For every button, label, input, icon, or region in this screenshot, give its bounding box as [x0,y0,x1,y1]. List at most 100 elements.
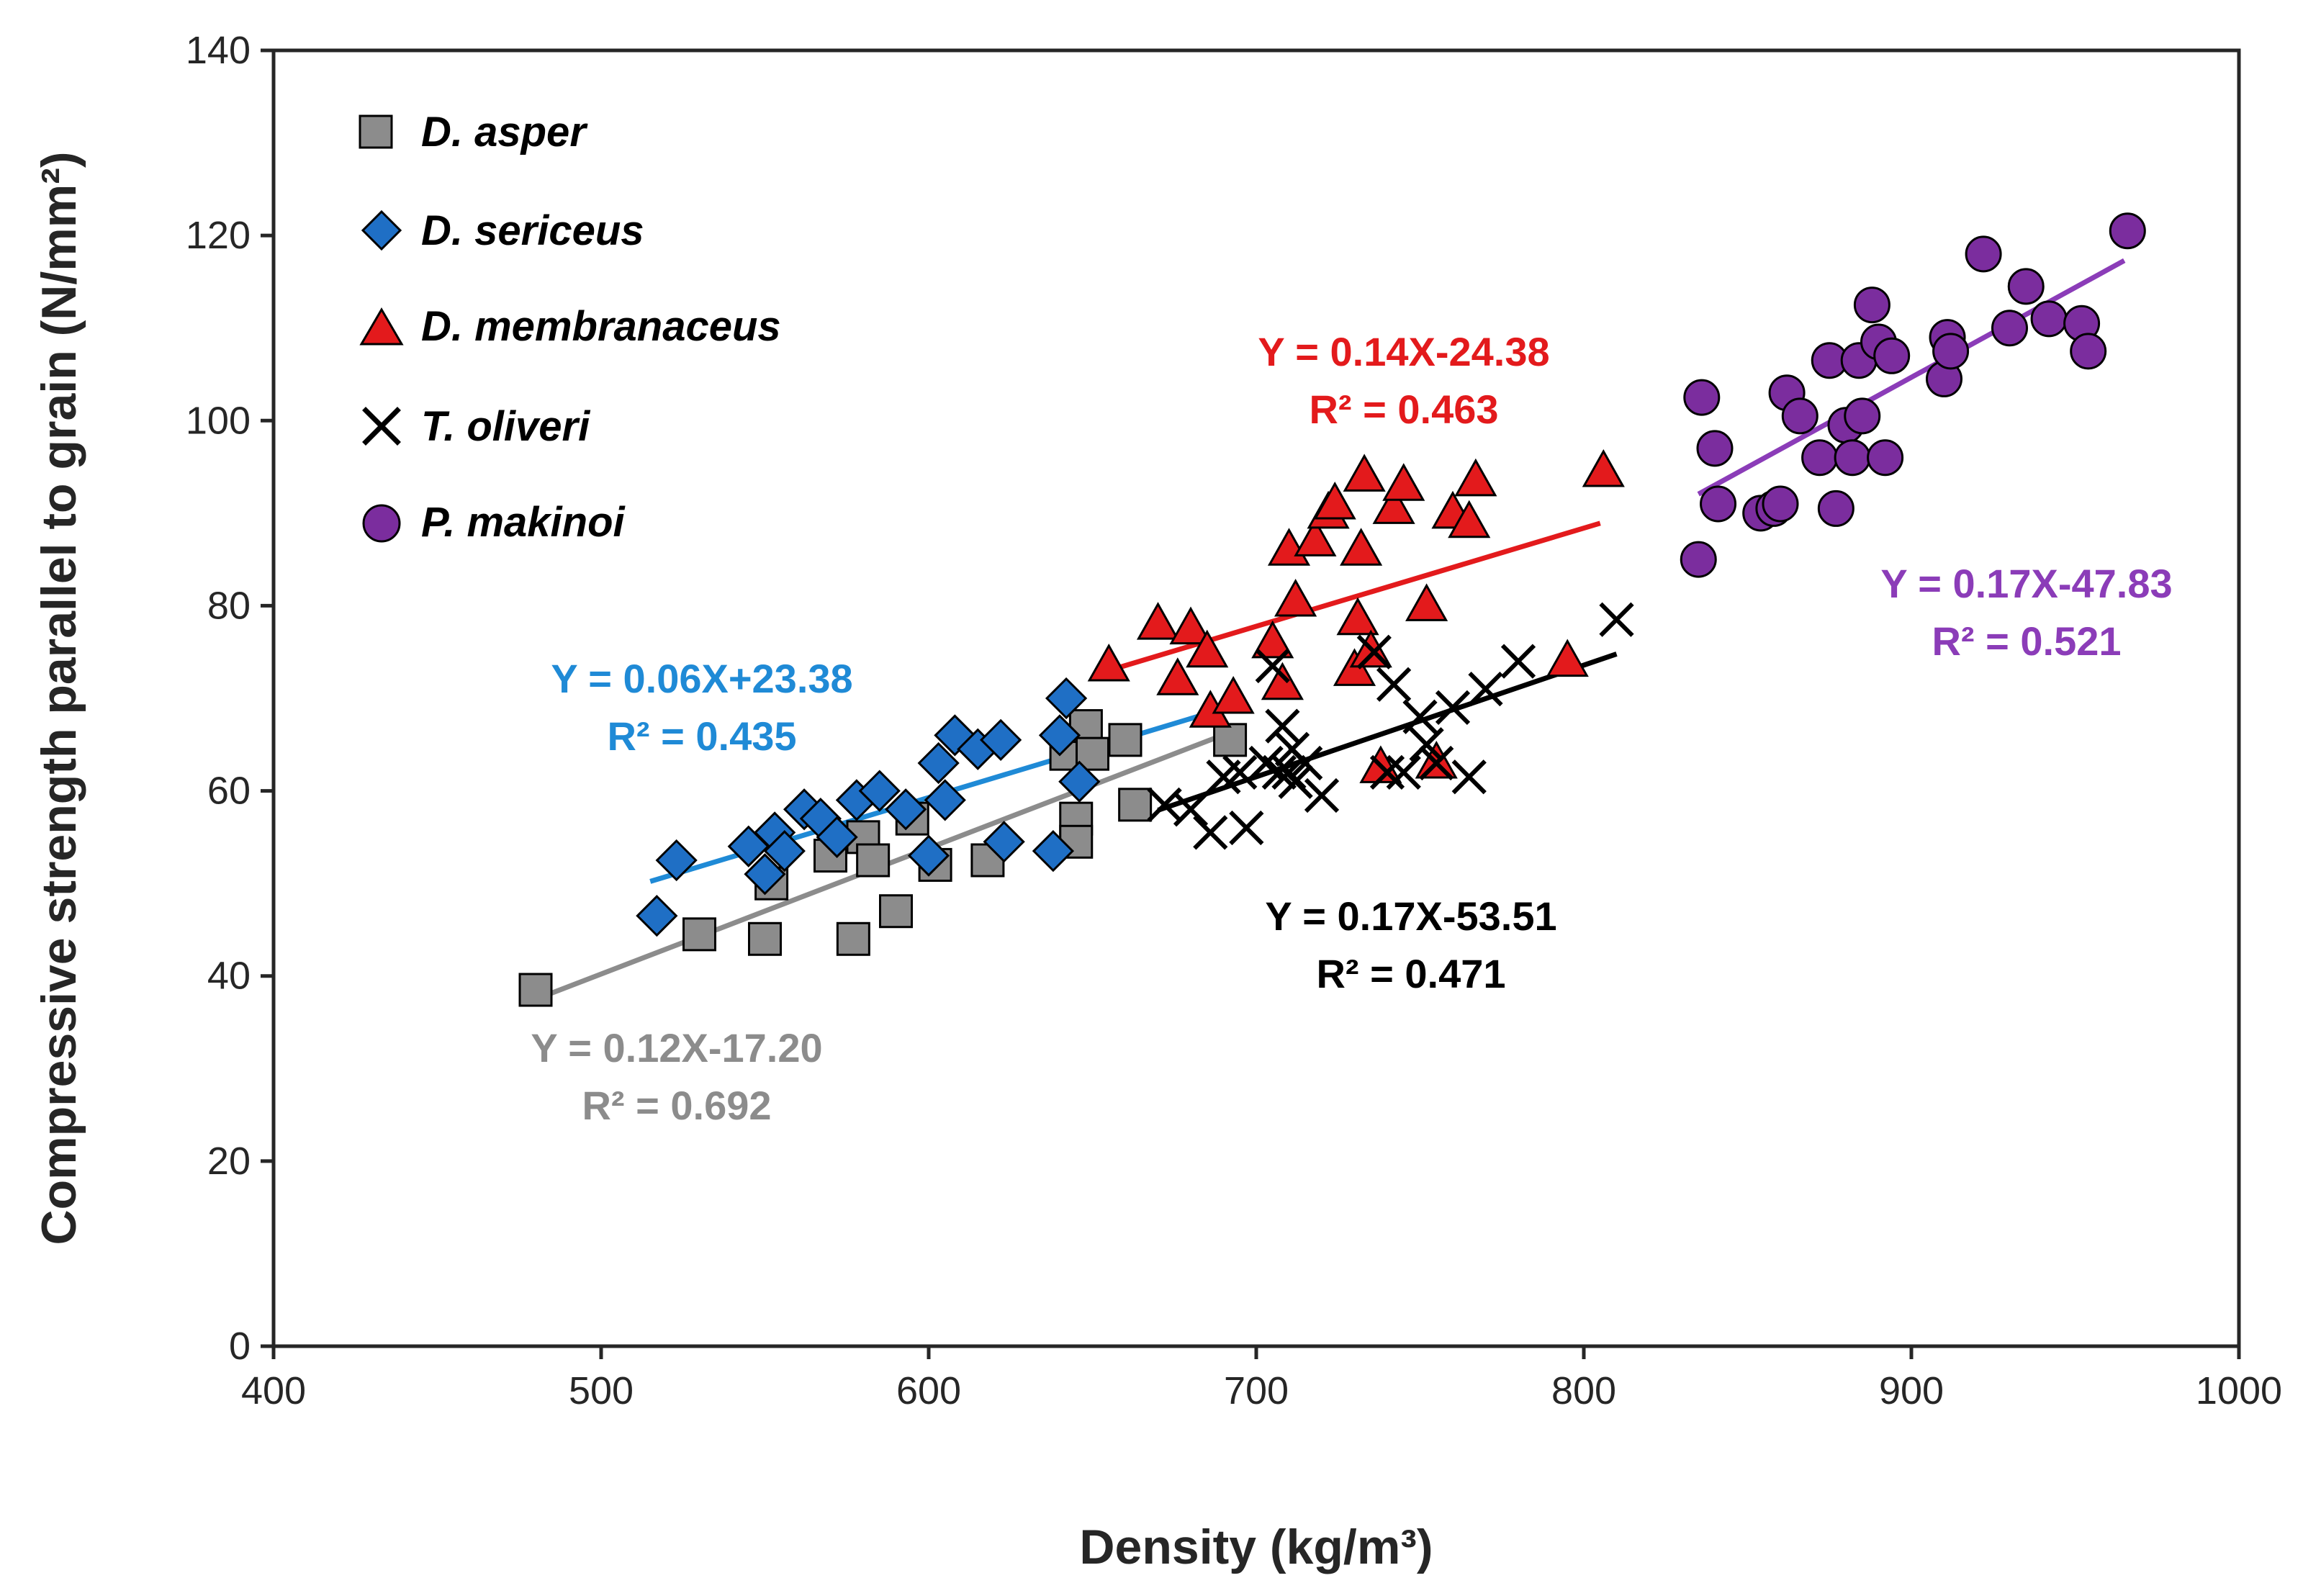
data-point [917,741,960,785]
data-point [1696,430,1734,467]
plot-area [271,48,2241,1348]
data-point [1169,606,1212,645]
data-point [1867,439,1904,477]
equation-d-sericeus: Y = 0.06X+23.38 R² = 0.435 [551,656,852,759]
data-point [1369,754,1405,790]
x-tick-label: 600 [896,1369,961,1412]
data-point [1680,541,1717,578]
data-point [1038,714,1081,757]
data-point [979,718,1022,761]
data-points [518,212,2146,1007]
data-point [744,853,786,896]
data-point [1032,830,1075,873]
legend-label: D. sericeus [421,207,644,254]
data-point [763,830,806,873]
data-point [1087,643,1130,682]
data-point [1251,620,1294,659]
series-p-makinoi [1680,212,2146,578]
data-point [1333,648,1376,686]
data-point [879,894,913,929]
data-point [1402,699,1438,734]
data-point [1382,463,1425,501]
data-point [1336,597,1379,636]
legend-item-d-asper: D. asper [359,109,588,155]
data-point [1156,657,1199,695]
y-tick-label: 100 [186,399,251,442]
data-point [1965,235,2002,273]
legend-item-t-oliveri: T. oliveri [362,403,591,450]
data-point [1265,708,1300,744]
data-point [1274,578,1317,617]
legend-label: T. oliveri [421,403,591,450]
r2-text: R² = 0.463 [1309,387,1498,432]
x-tick-label: 500 [569,1369,634,1412]
data-point [1762,485,1799,523]
trend-line [1697,258,2126,497]
y-tick-label: 140 [186,29,251,72]
equation-text: Y = 0.14X-24.38 [1258,329,1549,374]
x-tick-label: 400 [241,1369,306,1412]
data-point [858,770,901,812]
data-point [2109,212,2146,250]
series-t-oliveri [1147,602,1634,850]
data-point [1991,310,2028,347]
r2-text: R² = 0.692 [582,1083,771,1128]
data-point [1932,333,1970,370]
data-point [907,834,950,877]
equation-t-oliveri: Y = 0.17X-53.51 R² = 0.471 [1265,893,1556,996]
data-point [1222,754,1258,790]
equation-d-asper: Y = 0.12X-17.20 R² = 0.692 [531,1025,822,1128]
y-tick-label: 20 [207,1140,251,1183]
data-point [1212,675,1255,714]
data-point [885,788,927,831]
data-point [1451,759,1487,795]
data-point [1372,486,1415,524]
data-point [1173,792,1209,827]
legend-marker-x [362,407,401,446]
data-point [1454,458,1497,497]
r2-text: R² = 0.435 [607,713,796,759]
data-point [748,921,782,956]
y-axis-title: Compressive strength parallel to grain (… [32,152,86,1245]
legend-marker-triangle [359,307,404,346]
data-point [1343,454,1386,492]
data-point [1261,662,1304,700]
data-point [1118,788,1153,822]
legend-label: D. asper [421,109,588,155]
legend-item-p-makinoi: P. makinoi [362,499,626,546]
data-point [1801,439,1839,477]
trend-line [1108,520,1601,673]
legend-label: D. membranaceus [421,303,781,350]
data-point [1356,634,1392,669]
data-point [1599,602,1634,637]
data-point [924,779,966,821]
data-point [1873,337,1911,374]
legend: D. asper D. sericeus D. membranaceus T. … [359,109,781,546]
data-point [1108,723,1143,757]
data-point [1255,648,1290,684]
equation-text: Y = 0.12X-17.20 [531,1025,822,1070]
equation-text: Y = 0.17X-53.51 [1265,893,1556,939]
data-point [1340,528,1383,566]
x-tick-label: 700 [1224,1369,1289,1412]
data-point [1313,481,1356,520]
x-axis-title: Density (kg/m³) [1079,1520,1433,1574]
series-d-membranaceus [1087,448,1625,783]
data-point [1844,397,1881,435]
data-point [1700,485,1737,523]
data-point [1386,754,1421,790]
legend-marker-diamond [361,209,402,251]
r2-text: R² = 0.521 [1932,618,2121,664]
equation-p-makinoi: Y = 0.17X-47.83 R² = 0.521 [1880,561,2172,664]
r2-text: R² = 0.471 [1316,951,1505,996]
data-point [1419,745,1454,781]
data-point [1409,727,1444,762]
data-point [1781,397,1818,435]
x-tick-label: 1000 [2196,1369,2282,1412]
data-point [1500,644,1536,679]
data-point [1582,448,1625,487]
data-point [1834,439,1871,477]
data-point [655,839,698,882]
equation-text: Y = 0.17X-47.83 [1880,561,2172,606]
data-point [1186,629,1229,668]
